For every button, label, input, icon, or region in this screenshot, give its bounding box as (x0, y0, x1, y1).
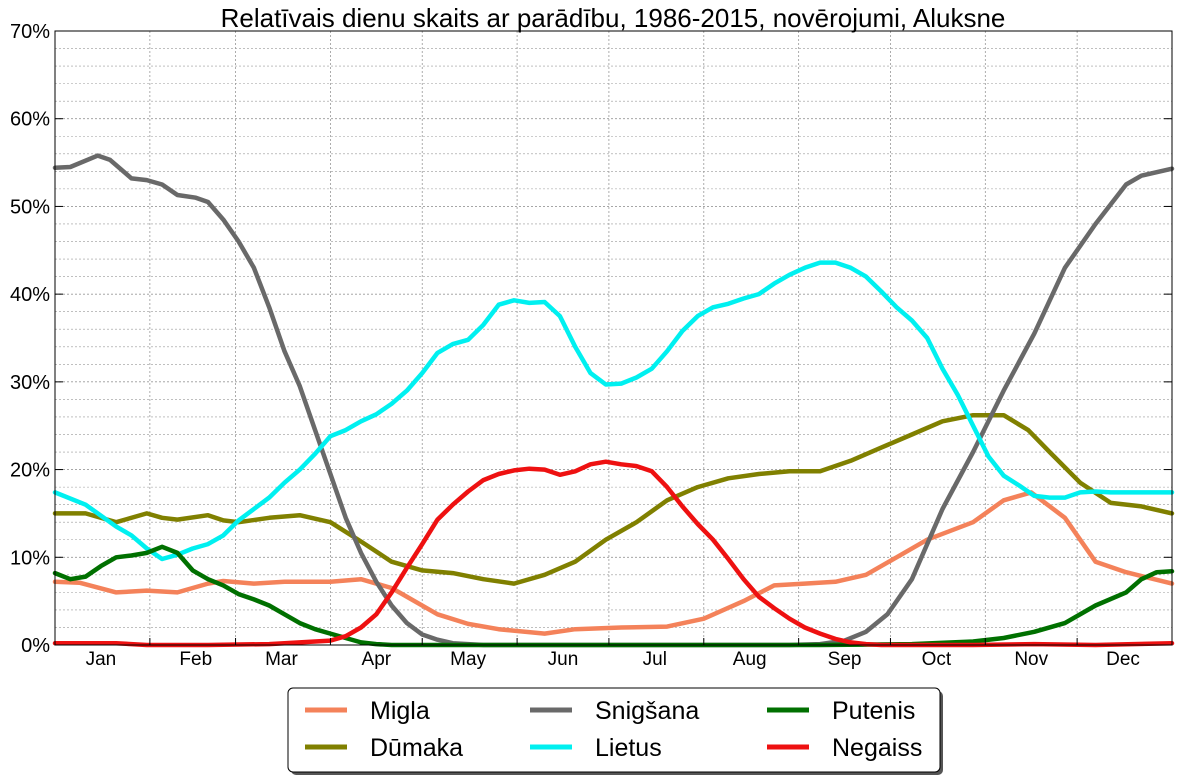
x-tick-label: Sep (828, 649, 862, 670)
legend-label: Negaiss (832, 734, 922, 762)
x-tick-label: Apr (362, 649, 392, 670)
x-tick-label: Feb (179, 649, 212, 670)
x-tick-label: Jan (86, 649, 117, 670)
series-layer (52, 153, 1175, 648)
series-line-putenis (52, 544, 1175, 648)
x-tick-label: May (450, 649, 486, 670)
series-line-dūmaka (52, 412, 1175, 586)
legend-label: Lietus (595, 734, 662, 762)
y-tick-label: 30% (10, 372, 50, 394)
legend-label: Dūmaka (370, 734, 463, 762)
x-tick-label: Oct (922, 649, 952, 670)
x-tick-label: Mar (265, 649, 298, 670)
tick-layer: 0% 10% 20% 30% 40% 50% 60% 70% Jan Feb Mar Apr May Ju… (10, 21, 1173, 670)
series-line-negaiss (52, 459, 1175, 648)
chart-title: Relatīvais dienu skaits ar parādību, 198… (221, 3, 1006, 33)
x-tick-label: Jun (548, 649, 579, 670)
y-tick-label: 20% (10, 460, 50, 482)
grid-layer (54, 30, 1173, 646)
y-tick-label: 10% (10, 547, 50, 569)
x-tick-label: Dec (1106, 649, 1140, 670)
series-line-migla (52, 490, 1175, 636)
legend-label: Putenis (832, 697, 915, 725)
y-tick-label: 50% (10, 196, 50, 218)
series-line-snigšana (52, 153, 1175, 648)
x-tick-label: Aug (733, 649, 767, 670)
plot-frame (54, 30, 1173, 646)
y-tick-label: 60% (10, 109, 50, 131)
legend-label: Snigšana (595, 697, 699, 725)
legend: Migla Dūmaka Snigšana Lietus Putenis Negaiss (287, 687, 943, 775)
x-tick-label: Nov (1014, 649, 1048, 670)
legend-label: Migla (370, 697, 430, 725)
series-line-lietus (52, 260, 1175, 562)
y-tick-label: 70% (10, 21, 50, 43)
x-tick-label: Jul (643, 649, 667, 670)
y-tick-label: 0% (21, 635, 50, 657)
y-tick-label: 40% (10, 284, 50, 306)
